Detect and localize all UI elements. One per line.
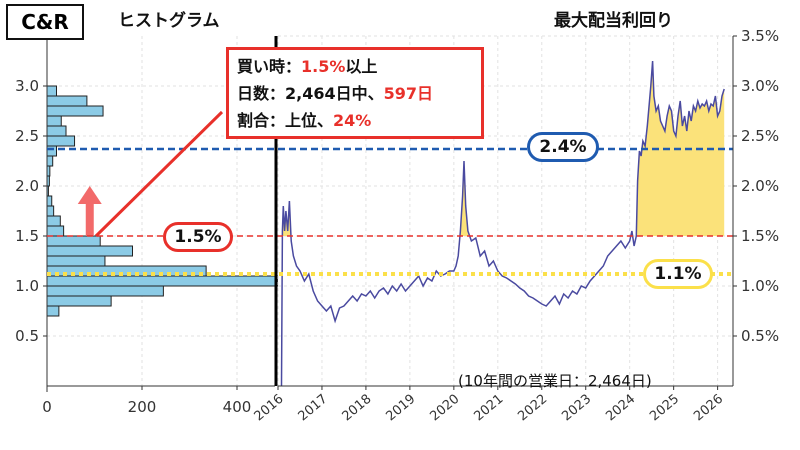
info-days-label: 日数：2,464日中、 bbox=[237, 84, 384, 103]
line-x-tick-label: 2021 bbox=[471, 392, 506, 425]
info-line-2: 日数：2,464日中、597日 bbox=[237, 80, 473, 107]
arrow-up-icon bbox=[77, 186, 102, 204]
hist-y-tick-label: 0.5 bbox=[15, 327, 39, 345]
buy-level-label: 1.5% bbox=[163, 222, 233, 252]
yield-series-line bbox=[280, 60, 725, 387]
high-level-label: 2.4% bbox=[527, 132, 599, 162]
histogram-bar bbox=[46, 145, 57, 157]
line-x-tick-label: 2016 bbox=[252, 392, 287, 425]
histogram-bar bbox=[46, 275, 278, 287]
hist-y-tick-label: 2.5 bbox=[15, 127, 39, 145]
histogram-bar bbox=[46, 235, 101, 247]
line-x-tick-label: 2022 bbox=[515, 392, 550, 425]
info-days-value: 597日 bbox=[383, 84, 434, 103]
line-x-tick-label: 2020 bbox=[427, 392, 462, 425]
line-x-tick-label: 2019 bbox=[383, 392, 418, 425]
histogram-bar bbox=[46, 125, 67, 137]
buy-info-box: 買い時：1.5%以上 日数：2,464日中、597日 割合：上位、24% bbox=[226, 47, 484, 139]
line-y-tick-label: 2.5% bbox=[741, 127, 779, 145]
hist-x-tick-label: 200 bbox=[128, 398, 157, 416]
histogram-bar bbox=[46, 215, 61, 227]
info-buy-value: 1.5% bbox=[301, 57, 346, 76]
hist-y-tick-label: 1.5 bbox=[15, 227, 39, 245]
histogram-bar bbox=[46, 305, 60, 317]
histogram-bar bbox=[46, 135, 76, 147]
line-y-tick-label: 3.5% bbox=[741, 27, 779, 45]
histogram-bar bbox=[46, 295, 112, 307]
arrow-shaft bbox=[85, 202, 94, 236]
line-x-tick-label: 2024 bbox=[603, 392, 638, 425]
histogram-bar bbox=[46, 105, 104, 117]
info-line-3: 割合：上位、24% bbox=[237, 107, 473, 134]
histogram-bar bbox=[46, 85, 57, 97]
histogram-bar bbox=[46, 285, 164, 297]
histogram-title: ヒストグラム bbox=[118, 10, 220, 31]
histogram-bar bbox=[46, 225, 65, 237]
histogram-bar bbox=[46, 265, 207, 277]
low-level-label: 1.1% bbox=[643, 259, 713, 289]
histogram-bar bbox=[46, 245, 133, 257]
high-level-text: 2.4% bbox=[539, 137, 587, 157]
histogram-bar bbox=[46, 195, 53, 207]
line-x-tick-label: 2026 bbox=[691, 392, 726, 425]
line-y-tick-label: 1.0% bbox=[741, 277, 779, 295]
line-y-tick-label: 1.5% bbox=[741, 227, 779, 245]
hist-y-tick-label: 2.0 bbox=[15, 177, 39, 195]
info-buy-label: 買い時： bbox=[237, 57, 302, 76]
yield-title: 最大配当利回り bbox=[554, 10, 673, 31]
histogram-bar bbox=[46, 155, 54, 167]
hist-x-tick-label: 400 bbox=[223, 398, 252, 416]
line-x-tick-label: 2023 bbox=[559, 392, 594, 425]
hist-y-tick-label: 3.0 bbox=[15, 77, 39, 95]
info-line-1: 買い時：1.5%以上 bbox=[237, 53, 473, 80]
line-y-tick-label: 3.0% bbox=[741, 77, 779, 95]
histogram-bar bbox=[46, 205, 55, 217]
low-level-text: 1.1% bbox=[654, 264, 702, 284]
line-x-tick-label: 2017 bbox=[296, 392, 331, 425]
line-x-tick-label: 2018 bbox=[340, 392, 375, 425]
hist-x-tick-label: 0 bbox=[42, 398, 52, 416]
info-buy-suffix: 以上 bbox=[345, 57, 378, 76]
histogram-bar bbox=[46, 115, 62, 127]
line-x-tick-label: 2025 bbox=[647, 392, 682, 425]
line-y-tick-label: 0.5% bbox=[741, 327, 779, 345]
hist-y-tick-label: 1.0 bbox=[15, 277, 39, 295]
info-connector-line bbox=[94, 110, 224, 238]
histogram-bar bbox=[46, 95, 88, 107]
buy-zone-fill bbox=[282, 61, 725, 236]
ticker-badge: C&R bbox=[6, 4, 84, 40]
business-days-note: (10年間の営業日：2,464日) bbox=[458, 372, 652, 390]
line-y-tick-label: 2.0% bbox=[741, 177, 779, 195]
info-ratio-value: 24% bbox=[333, 111, 372, 130]
histogram-bar bbox=[46, 255, 106, 267]
buy-level-text: 1.5% bbox=[174, 227, 222, 247]
info-ratio-label: 割合：上位、 bbox=[237, 111, 334, 130]
